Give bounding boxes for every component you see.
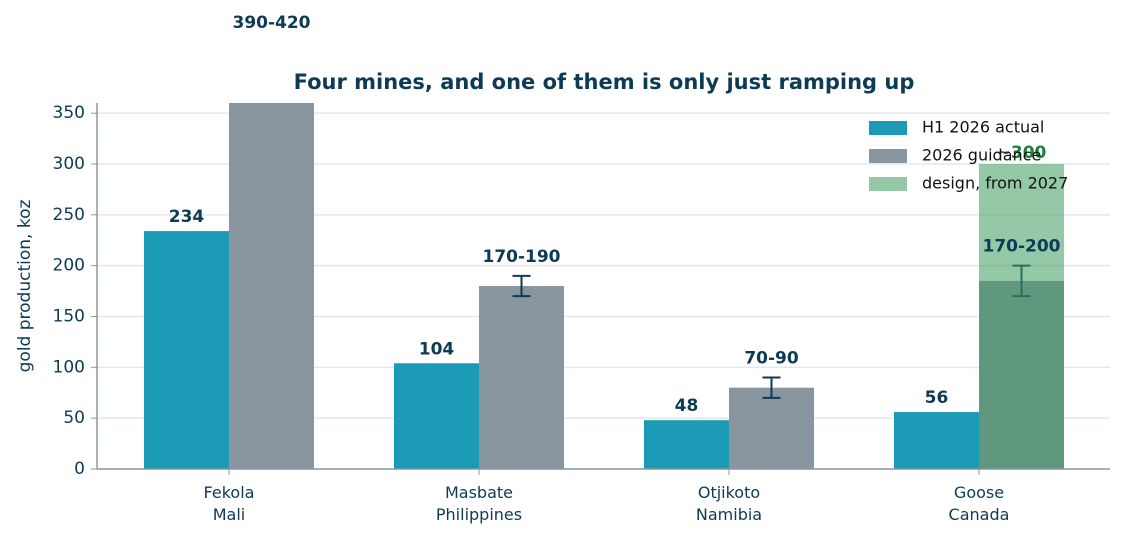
value-label: 170-190 [482,247,560,267]
y-tick-label: 150 [53,307,85,327]
y-tick-label: 300 [53,154,85,174]
bar [979,164,1064,469]
bar [479,286,564,469]
value-label: 70-90 [744,349,799,369]
y-tick-label: 350 [53,103,85,123]
x-tick-label: Otjikoto Namibia [695,483,763,524]
x-tick-label: Goose Canada [948,483,1010,524]
bar [229,103,314,469]
chart-title: Four mines, and one of them is only just… [294,70,915,94]
y-tick-label: 0 [74,459,85,479]
y-tick-label: 100 [53,357,85,377]
legend-swatch [869,121,907,135]
legend-label: H1 2026 actual [922,118,1044,137]
error-bar [263,42,281,73]
bar [644,420,729,469]
y-axis-label: gold production, koz [15,200,35,373]
legend-swatch [869,177,907,191]
bar [729,387,814,469]
value-label: 390-420 [232,13,310,33]
y-tick-label: 250 [53,205,85,225]
x-tick-label: Masbate Philippines [435,483,523,524]
value-label: 170-200 [982,237,1060,257]
y-tick-label: 50 [63,408,85,428]
bar [894,412,979,469]
value-label: ~300 [997,143,1047,163]
value-label: 56 [925,388,949,408]
value-label: 104 [419,339,455,359]
bar [144,231,229,469]
value-label: 234 [169,207,205,227]
plot-area [144,42,1064,469]
y-tick-label: 200 [53,256,85,276]
legend-label: design, from 2027 [922,174,1068,193]
legend-swatch [869,149,907,163]
value-label: 48 [675,396,699,416]
x-tick-label: Fekola Mali [203,483,255,524]
error-bar [762,376,781,399]
bar [394,363,479,469]
legend-label: 2026 guidance [922,146,1041,165]
error-bar [512,274,531,298]
